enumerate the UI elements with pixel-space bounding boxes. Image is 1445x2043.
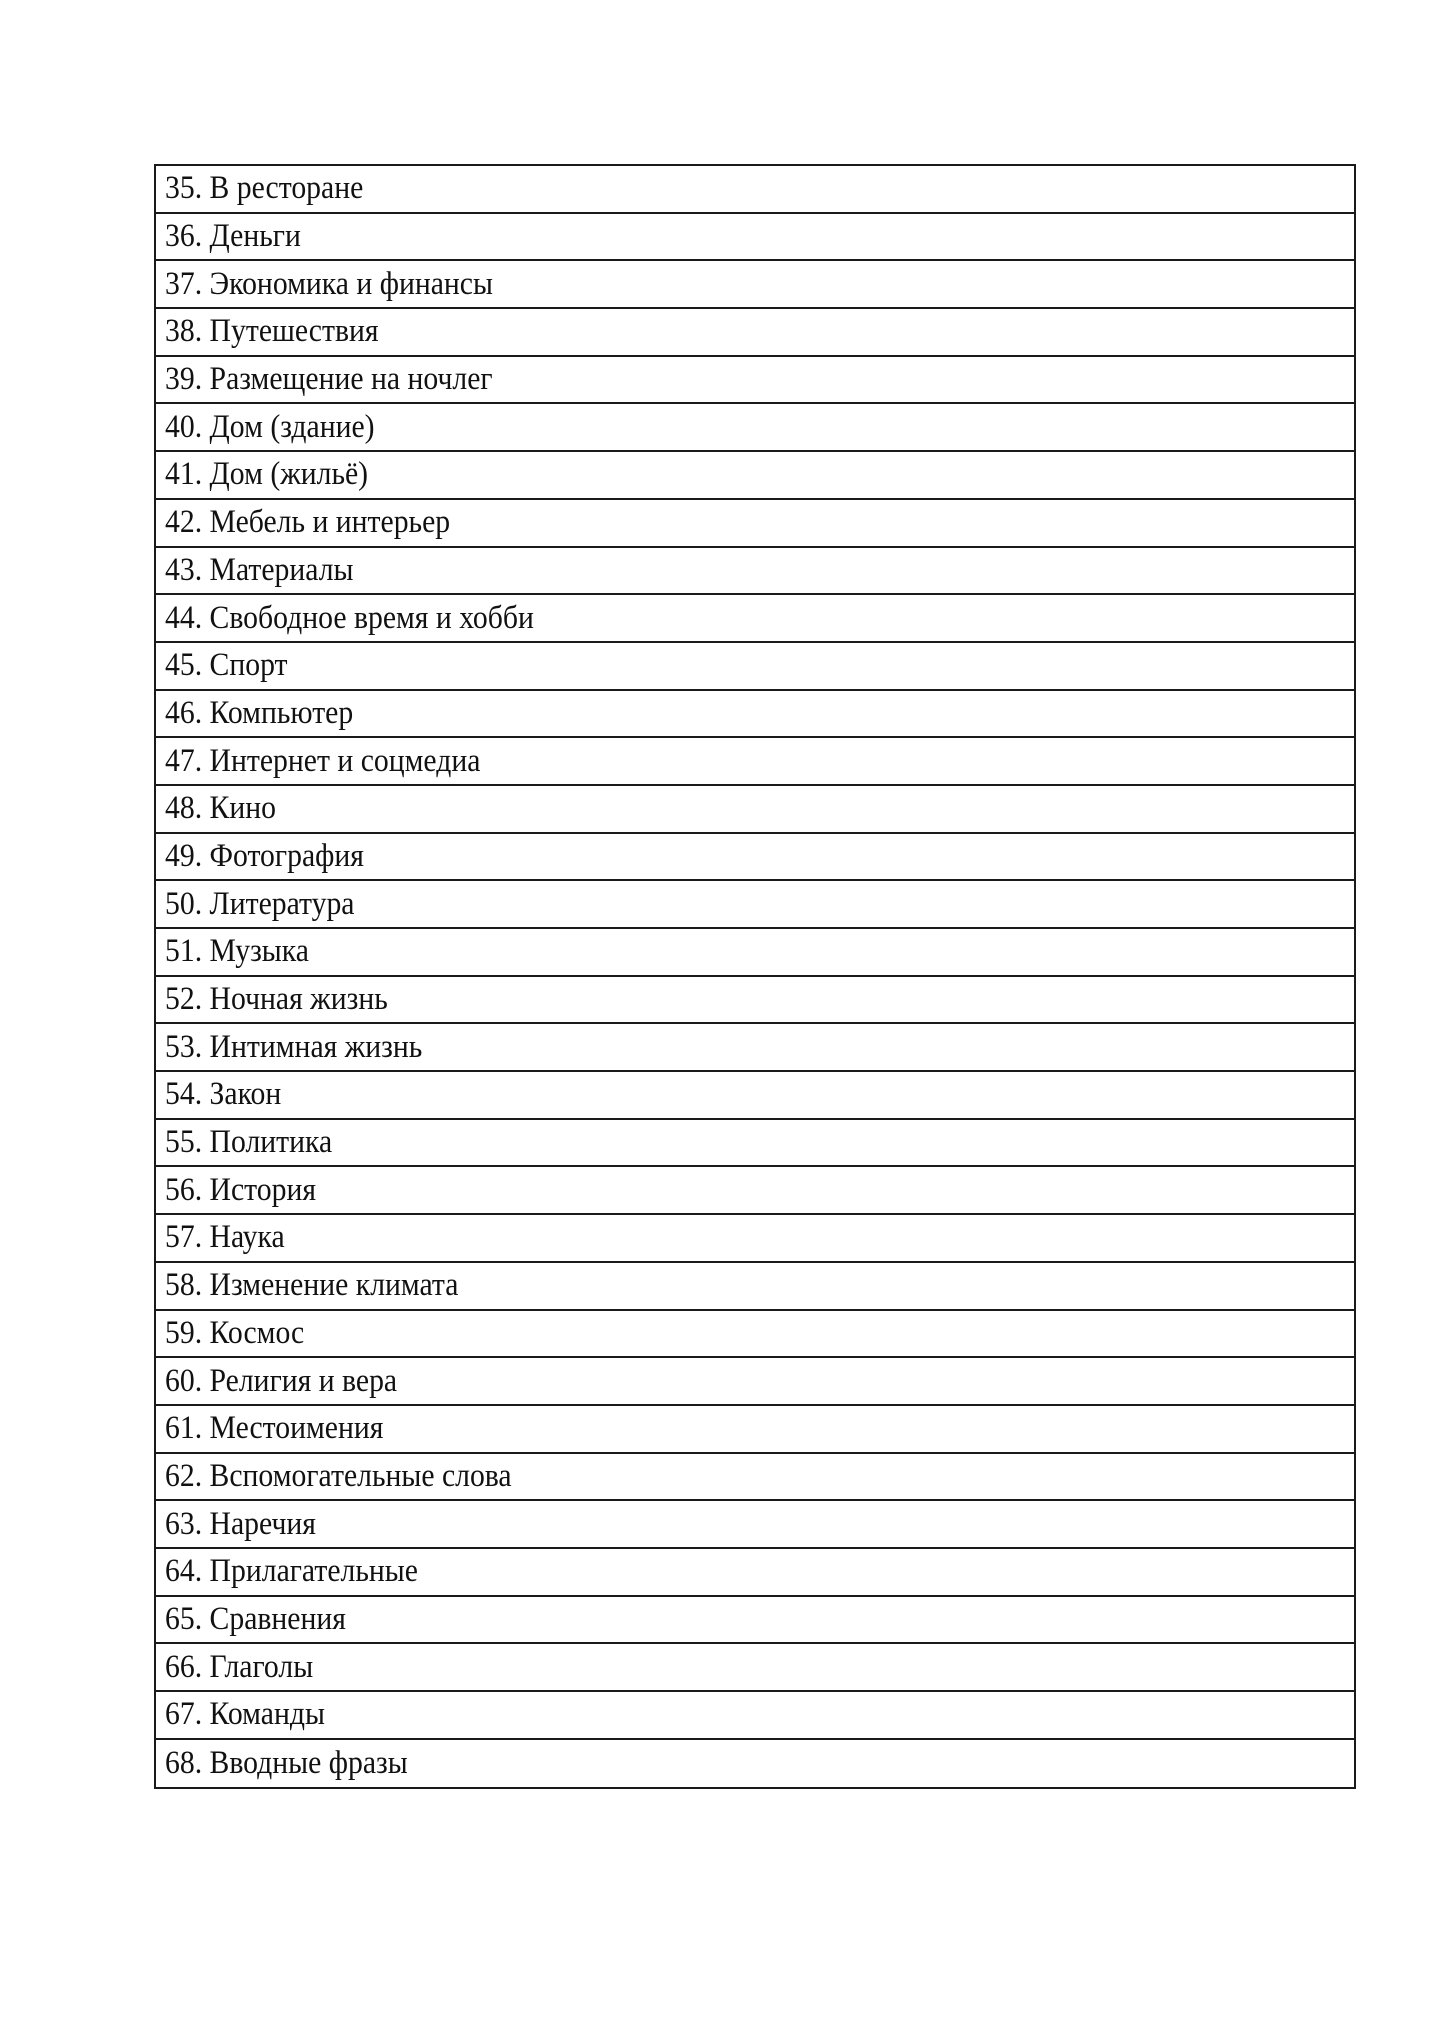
table-row: 43. Материалы (156, 548, 1354, 596)
table-row: 68. Вводные фразы (156, 1740, 1354, 1788)
table-row: 38. Путешествия (156, 309, 1354, 357)
topic-label: 54. Закон (165, 1076, 282, 1113)
table-row: 42. Мебель и интерьер (156, 500, 1354, 548)
topic-label: 57. Наука (165, 1219, 285, 1256)
table-row: 45. Спорт (156, 643, 1354, 691)
topic-label: 58. Изменение климата (165, 1267, 459, 1304)
table-row: 39. Размещение на ночлег (156, 357, 1354, 405)
topic-label: 35. В ресторане (165, 170, 364, 207)
table-row: 52. Ночная жизнь (156, 977, 1354, 1025)
table-row: 41. Дом (жильё) (156, 452, 1354, 500)
table-row: 46. Компьютер (156, 691, 1354, 739)
topic-label: 56. История (165, 1171, 317, 1208)
topic-label: 60. Религия и вера (165, 1362, 398, 1399)
table-row: 59. Космос (156, 1311, 1354, 1359)
table-row: 51. Музыка (156, 929, 1354, 977)
table-row: 47. Интернет и соцмедиа (156, 738, 1354, 786)
table-row: 62. Вспомогательные слова (156, 1454, 1354, 1502)
table-row: 44. Свободное время и хобби (156, 595, 1354, 643)
topic-label: 47. Интернет и соцмедиа (165, 742, 481, 779)
topic-label: 41. Дом (жильё) (165, 456, 369, 493)
topic-label: 36. Деньги (165, 218, 301, 255)
topic-label: 45. Спорт (165, 647, 288, 684)
table-row: 54. Закон (156, 1072, 1354, 1120)
table-row: 35. В ресторане (156, 166, 1354, 214)
topic-label: 63. Наречия (165, 1505, 316, 1542)
topic-label: 39. Размещение на ночлег (165, 361, 493, 398)
topic-label: 40. Дом (здание) (165, 408, 375, 445)
topic-table: 35. В ресторане 36. Деньги 37. Экономика и… (154, 164, 1356, 1790)
table-row: 61. Местоимения (156, 1406, 1354, 1454)
topic-label: 52. Ночная жизнь (165, 981, 388, 1018)
topic-label: 43. Материалы (165, 551, 354, 588)
table-row: 50. Литература (156, 881, 1354, 929)
table-row: 58. Изменение климата (156, 1263, 1354, 1311)
table-row: 66. Глаголы (156, 1644, 1354, 1692)
topic-label: 55. Политика (165, 1124, 333, 1161)
table-row: 60. Религия и вера (156, 1358, 1354, 1406)
table-row: 40. Дом (здание) (156, 404, 1354, 453)
topic-label: 53. Интимная жизнь (165, 1028, 423, 1065)
topic-label: 59. Космос (165, 1314, 305, 1351)
topic-label: 67. Команды (165, 1696, 325, 1733)
topic-label: 50. Литература (165, 885, 355, 922)
topic-label: 62. Вспомогательные слова (165, 1457, 512, 1494)
topic-label: 38. Путешествия (165, 313, 379, 350)
topic-label: 49. Фотография (165, 837, 364, 874)
topic-label: 64. Прилагательные (165, 1553, 418, 1590)
table-row: 67. Команды (156, 1692, 1354, 1740)
table-row: 56. История (156, 1167, 1354, 1216)
table-row: 53. Интимная жизнь (156, 1024, 1354, 1073)
table-row: 57. Наука (156, 1215, 1354, 1263)
table-row: 37. Экономика и финансы (156, 261, 1354, 310)
table-row: 48. Кино (156, 786, 1354, 834)
topic-label: 48. Кино (165, 790, 277, 827)
table-row: 63. Наречия (156, 1501, 1354, 1549)
topic-label: 44. Свободное время и хобби (165, 599, 534, 636)
topic-label: 66. Глаголы (165, 1648, 314, 1685)
topic-label: 65. Сравнения (165, 1600, 346, 1637)
topic-label: 37. Экономика и финансы (165, 265, 493, 302)
table-row: 55. Политика (156, 1120, 1354, 1168)
topic-label: 42. Мебель и интерьер (165, 504, 451, 541)
table-row: 64. Прилагательные (156, 1549, 1354, 1597)
table-row: 49. Фотография (156, 834, 1354, 882)
table-row: 36. Деньги (156, 214, 1354, 262)
topic-label: 68. Вводные фразы (165, 1745, 408, 1782)
topic-label: 61. Местоимения (165, 1410, 384, 1447)
topic-label: 46. Компьютер (165, 694, 354, 731)
topic-label: 51. Музыка (165, 933, 309, 970)
table-row: 65. Сравнения (156, 1597, 1354, 1645)
